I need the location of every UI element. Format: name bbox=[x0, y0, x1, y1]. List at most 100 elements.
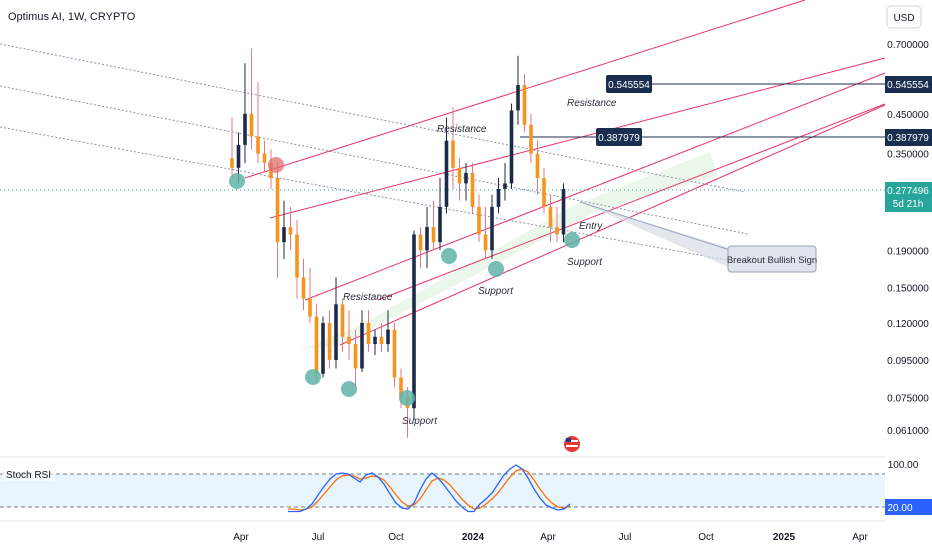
breakout-callout[interactable]: Breakout Bullish Sign bbox=[727, 245, 817, 273]
channel-fill bbox=[300, 152, 718, 350]
y-tick-label: 0.075000 bbox=[887, 393, 929, 404]
price-pane[interactable] bbox=[0, 0, 885, 457]
breakout-pointer bbox=[580, 202, 730, 268]
candle-body bbox=[444, 140, 449, 207]
currency-button[interactable] bbox=[886, 5, 922, 29]
candle-body bbox=[353, 344, 358, 369]
callout-text: Breakout Bullish Sign bbox=[727, 255, 817, 266]
stoch-rsi-pane[interactable]: Stoch RSI 100.00 20.00 bbox=[0, 460, 932, 515]
stoch-rsi-label[interactable]: Stoch RSI bbox=[6, 470, 51, 481]
x-tick-label: Apr bbox=[233, 532, 249, 543]
x-tick-label: 2025 bbox=[773, 532, 796, 543]
candle-body bbox=[425, 227, 429, 251]
candle-body bbox=[431, 227, 436, 243]
annotation-resistance-3: Resistance bbox=[343, 292, 393, 303]
current-price-tag: 0.277496 5d 21h bbox=[885, 182, 932, 212]
candle bbox=[379, 322, 384, 352]
resistance-circle bbox=[268, 157, 284, 173]
candle-body bbox=[548, 206, 553, 228]
x-tick-label: Apr bbox=[852, 532, 868, 543]
candle-body bbox=[457, 167, 462, 184]
candles-group bbox=[230, 48, 566, 438]
trendline-upper bbox=[0, 43, 746, 193]
candle-body bbox=[386, 329, 390, 345]
stoch-tick-100: 100.00 bbox=[888, 460, 919, 471]
candle-body bbox=[503, 183, 507, 189]
annotation-support-1: Support bbox=[478, 286, 514, 297]
stoch-value-text: 20.00 bbox=[887, 503, 912, 514]
y-tick-label: 0.190000 bbox=[887, 246, 929, 257]
candle bbox=[347, 310, 351, 360]
y-tick-label: 0.150000 bbox=[887, 284, 929, 295]
annotation-entry: Entry bbox=[579, 221, 603, 232]
candle bbox=[535, 140, 540, 195]
y-tick-label: 0.700000 bbox=[887, 40, 929, 51]
candle bbox=[288, 206, 293, 251]
us-flag-icon[interactable] bbox=[564, 436, 580, 452]
candle bbox=[295, 220, 299, 299]
candle-body bbox=[451, 140, 455, 168]
candle-body bbox=[412, 234, 416, 409]
candle-body bbox=[249, 113, 254, 137]
candle bbox=[477, 194, 481, 243]
candle bbox=[496, 178, 501, 214]
candle bbox=[483, 206, 488, 259]
candle-body bbox=[516, 85, 520, 111]
current-price-text: 0.277496 bbox=[887, 186, 929, 197]
candle-body bbox=[392, 329, 397, 378]
time-axis[interactable]: Apr Jul Oct 2024 Apr Jul Oct 2025 Apr bbox=[233, 532, 868, 543]
support-circle bbox=[229, 173, 245, 189]
x-tick-label: Oct bbox=[698, 532, 714, 543]
y-tick-label: 0.450000 bbox=[887, 110, 929, 121]
candle-body bbox=[438, 206, 442, 243]
price-axis[interactable]: USD 0.7000000.5500000.4500000.3500000.27… bbox=[885, 5, 932, 437]
candle-body bbox=[243, 113, 247, 145]
candle-body bbox=[529, 124, 533, 154]
candle-body bbox=[282, 227, 286, 243]
trendline-middle bbox=[0, 85, 749, 235]
candle bbox=[503, 162, 507, 201]
stoch-label-bg bbox=[2, 466, 54, 481]
candle-body bbox=[464, 172, 468, 184]
y-tick-label: 0.350000 bbox=[887, 150, 929, 161]
axis-level-1-text: 0.545554 bbox=[887, 80, 929, 91]
price-axis-level-1: 0.545554 bbox=[885, 76, 932, 93]
x-tick-label: Oct bbox=[388, 532, 404, 543]
candle bbox=[561, 183, 566, 243]
candle bbox=[490, 194, 494, 259]
candle bbox=[516, 55, 520, 125]
axis-level-2-text: 0.387979 bbox=[887, 133, 929, 144]
candle bbox=[262, 140, 267, 173]
level-label-1[interactable]: 0.545554 bbox=[606, 75, 652, 93]
candle-body bbox=[366, 322, 371, 345]
candle-body bbox=[334, 304, 338, 360]
annotation-resistance-1: Resistance bbox=[567, 98, 617, 109]
candle bbox=[555, 206, 559, 243]
candle-body bbox=[522, 85, 527, 125]
support-circle bbox=[341, 381, 357, 397]
y-tick-label: 0.061000 bbox=[887, 426, 929, 437]
candle-body bbox=[360, 322, 364, 369]
candle-body bbox=[340, 304, 345, 337]
symbol-title[interactable]: Optimus AI, 1W, CRYPTO bbox=[8, 11, 136, 23]
candle-body bbox=[542, 178, 546, 207]
trendline-lower bbox=[0, 126, 749, 265]
candle bbox=[522, 73, 527, 133]
x-tick-label: Jul bbox=[312, 532, 325, 543]
candle-body bbox=[295, 234, 299, 278]
candle bbox=[412, 230, 416, 420]
annotation-resistance-2: Resistance bbox=[437, 124, 487, 135]
candle-body bbox=[490, 206, 494, 251]
candle-body bbox=[275, 178, 280, 243]
candle-body bbox=[262, 153, 267, 163]
candle bbox=[321, 316, 325, 378]
candle bbox=[509, 103, 514, 189]
candle-body bbox=[256, 136, 260, 154]
x-tick-label: Apr bbox=[540, 532, 556, 543]
candle bbox=[256, 82, 260, 163]
candle bbox=[418, 227, 423, 268]
x-tick-label: 2024 bbox=[462, 532, 485, 543]
level-label-2[interactable]: 0.387979 bbox=[596, 128, 642, 146]
